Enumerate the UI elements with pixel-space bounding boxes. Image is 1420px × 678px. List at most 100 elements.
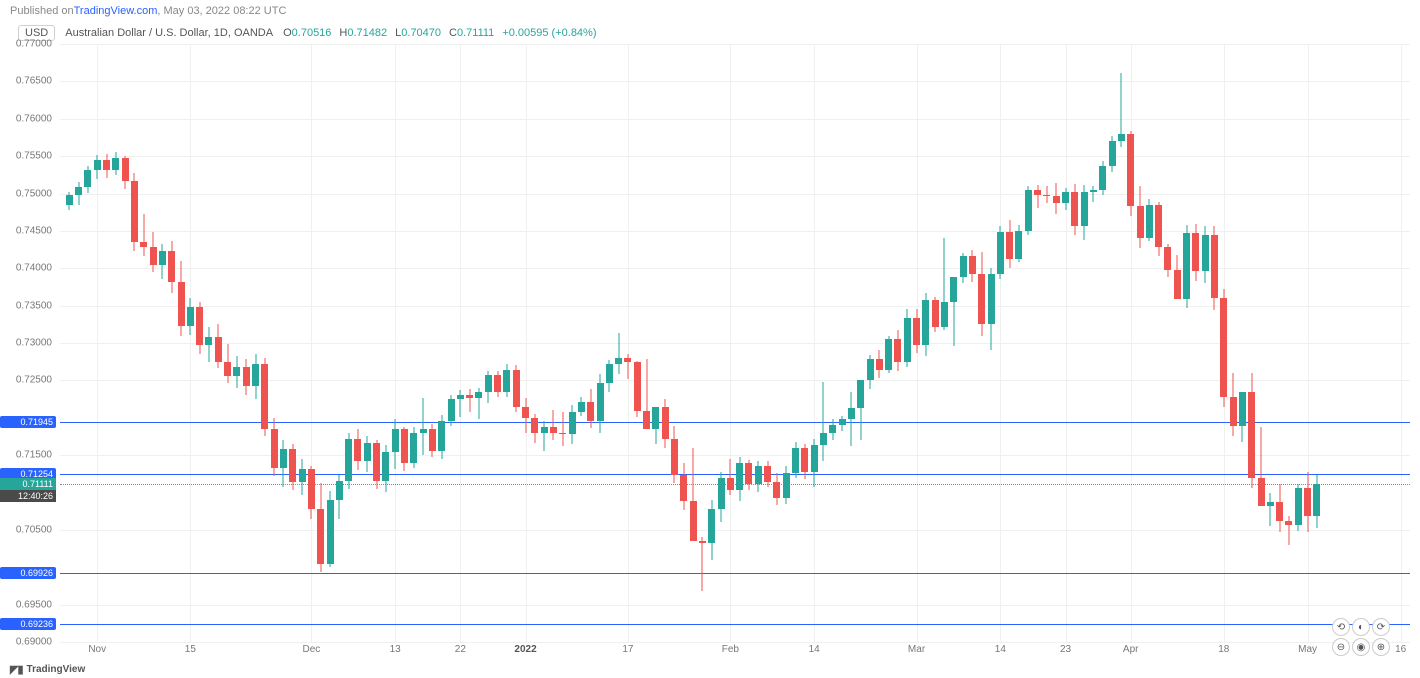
- candle[interactable]: [1258, 44, 1265, 642]
- candle[interactable]: [1248, 44, 1255, 642]
- candle[interactable]: [1127, 44, 1134, 642]
- candle[interactable]: [1025, 44, 1032, 642]
- candle[interactable]: [75, 44, 82, 642]
- candle[interactable]: [94, 44, 101, 642]
- candle[interactable]: [708, 44, 715, 642]
- candle[interactable]: [308, 44, 315, 642]
- candle[interactable]: [894, 44, 901, 642]
- candle[interactable]: [680, 44, 687, 642]
- candle[interactable]: [950, 44, 957, 642]
- candle[interactable]: [783, 44, 790, 642]
- candle[interactable]: [541, 44, 548, 642]
- candle[interactable]: [1015, 44, 1022, 642]
- candle[interactable]: [662, 44, 669, 642]
- candle[interactable]: [140, 44, 147, 642]
- candle[interactable]: [606, 44, 613, 642]
- candle[interactable]: [122, 44, 129, 642]
- zoom-out-button[interactable]: ⊖: [1332, 638, 1350, 656]
- candle[interactable]: [559, 44, 566, 642]
- candle[interactable]: [224, 44, 231, 642]
- candle[interactable]: [867, 44, 874, 642]
- candle[interactable]: [941, 44, 948, 642]
- candle[interactable]: [457, 44, 464, 642]
- candle[interactable]: [550, 44, 557, 642]
- candle[interactable]: [1034, 44, 1041, 642]
- candle[interactable]: [848, 44, 855, 642]
- candle[interactable]: [327, 44, 334, 642]
- candle[interactable]: [382, 44, 389, 642]
- candle[interactable]: [913, 44, 920, 642]
- candle[interactable]: [392, 44, 399, 642]
- candle[interactable]: [373, 44, 380, 642]
- candle[interactable]: [811, 44, 818, 642]
- candle[interactable]: [271, 44, 278, 642]
- candle[interactable]: [1304, 44, 1311, 642]
- candle[interactable]: [336, 44, 343, 642]
- candle[interactable]: [364, 44, 371, 642]
- candle[interactable]: [727, 44, 734, 642]
- candle[interactable]: [66, 44, 73, 642]
- candle[interactable]: [634, 44, 641, 642]
- candle[interactable]: [801, 44, 808, 642]
- candle[interactable]: [503, 44, 510, 642]
- candle[interactable]: [1276, 44, 1283, 642]
- candle[interactable]: [438, 44, 445, 642]
- candle[interactable]: [1267, 44, 1274, 642]
- candle[interactable]: [475, 44, 482, 642]
- candle[interactable]: [345, 44, 352, 642]
- candle[interactable]: [1230, 44, 1237, 642]
- candle[interactable]: [317, 44, 324, 642]
- candle[interactable]: [978, 44, 985, 642]
- candle[interactable]: [103, 44, 110, 642]
- candle[interactable]: [876, 44, 883, 642]
- candle[interactable]: [420, 44, 427, 642]
- candle[interactable]: [252, 44, 259, 642]
- candle[interactable]: [820, 44, 827, 642]
- candle[interactable]: [1081, 44, 1088, 642]
- footer-logo[interactable]: ◤▮ TradingView: [10, 663, 85, 676]
- candle[interactable]: [289, 44, 296, 642]
- candle[interactable]: [755, 44, 762, 642]
- candle[interactable]: [1062, 44, 1069, 642]
- candle[interactable]: [988, 44, 995, 642]
- candle[interactable]: [690, 44, 697, 642]
- candle[interactable]: [187, 44, 194, 642]
- candle[interactable]: [764, 44, 771, 642]
- candle[interactable]: [587, 44, 594, 642]
- candle[interactable]: [531, 44, 538, 642]
- candle[interactable]: [485, 44, 492, 642]
- scroll-reset-button[interactable]: ◐: [1352, 618, 1370, 636]
- candle[interactable]: [671, 44, 678, 642]
- candle[interactable]: [615, 44, 622, 642]
- candle[interactable]: [1220, 44, 1227, 642]
- candle[interactable]: [1164, 44, 1171, 642]
- candle[interactable]: [904, 44, 911, 642]
- candle[interactable]: [522, 44, 529, 642]
- candle[interactable]: [1118, 44, 1125, 642]
- candle[interactable]: [243, 44, 250, 642]
- candle[interactable]: [159, 44, 166, 642]
- candle[interactable]: [1137, 44, 1144, 642]
- candle[interactable]: [792, 44, 799, 642]
- candle[interactable]: [261, 44, 268, 642]
- candle[interactable]: [969, 44, 976, 642]
- candle[interactable]: [1313, 44, 1320, 642]
- candle[interactable]: [150, 44, 157, 642]
- candle[interactable]: [513, 44, 520, 642]
- candle[interactable]: [578, 44, 585, 642]
- candle[interactable]: [1192, 44, 1199, 642]
- candle[interactable]: [1155, 44, 1162, 642]
- candle[interactable]: [960, 44, 967, 642]
- candle[interactable]: [1090, 44, 1097, 642]
- candle[interactable]: [1202, 44, 1209, 642]
- candle[interactable]: [178, 44, 185, 642]
- candle[interactable]: [1239, 44, 1246, 642]
- candle[interactable]: [839, 44, 846, 642]
- candle[interactable]: [1099, 44, 1106, 642]
- candle[interactable]: [299, 44, 306, 642]
- scroll-left-button[interactable]: ⟲: [1332, 618, 1350, 636]
- candle[interactable]: [597, 44, 604, 642]
- candle[interactable]: [1174, 44, 1181, 642]
- candle[interactable]: [1211, 44, 1218, 642]
- candle[interactable]: [466, 44, 473, 642]
